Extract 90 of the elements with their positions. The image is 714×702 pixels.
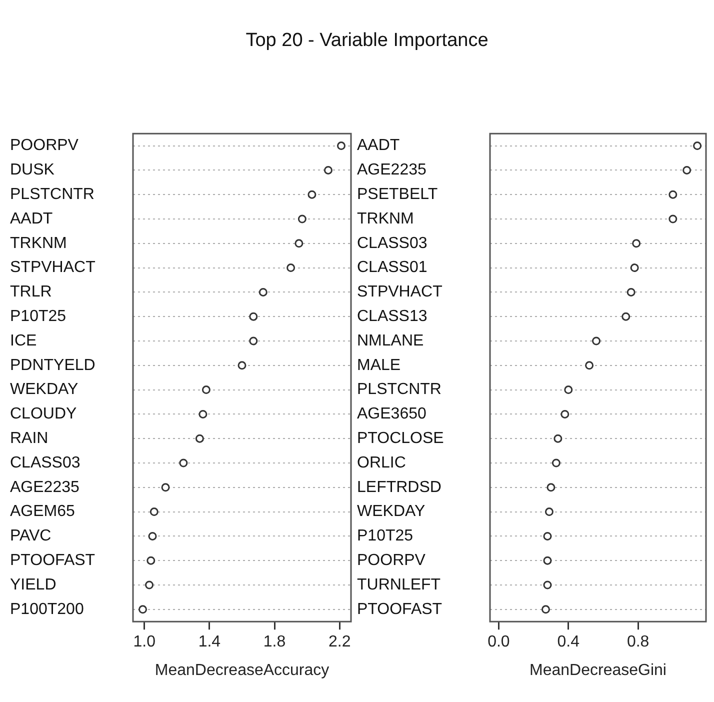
- x-axis-title: MeanDecreaseGini: [530, 662, 666, 679]
- y-tick-label: P10T25: [10, 308, 66, 326]
- y-tick-label: TRLR: [10, 284, 52, 301]
- y-tick-label: PTOOFAST: [357, 600, 442, 618]
- y-tick-label: TRKNM: [357, 210, 414, 228]
- point: [585, 361, 594, 370]
- y-tick-label: POORPV: [10, 137, 79, 154]
- y-tick-label: P100T200: [10, 600, 84, 618]
- y-tick-label: CLASS13: [357, 308, 428, 326]
- y-tick-label: AGE2235: [10, 478, 80, 496]
- y-tick-label: TRKNM: [10, 234, 67, 252]
- point: [138, 605, 148, 614]
- y-tick-label: PTOCLOSE: [357, 430, 444, 448]
- y-tick-label: CLASS03: [10, 454, 80, 472]
- y-tick-label: DUSK: [10, 162, 55, 179]
- y-tick-label: WEKDAY: [10, 381, 78, 398]
- y-tick-label: TURNLEFT: [357, 576, 441, 594]
- point: [238, 361, 246, 370]
- y-tick-label: PDNTYELD: [10, 356, 96, 374]
- x-tick-label: 1.8: [263, 634, 286, 651]
- y-tick-label: POORPV: [357, 552, 426, 570]
- y-tick-label: PAVC: [10, 528, 52, 545]
- y-tick-label: LEFTRDSD: [357, 478, 442, 496]
- y-tick-label: ICE: [10, 332, 37, 350]
- y-tick-label: PLSTCNTR: [10, 186, 94, 204]
- y-tick-label: CLASS03: [357, 234, 428, 252]
- y-tick-label: NMLANE: [357, 332, 424, 350]
- y-tick-label: YIELD: [10, 576, 56, 594]
- y-tick-label: WEKDAY: [357, 503, 426, 520]
- y-tick-label: AADT: [10, 210, 53, 228]
- point: [249, 312, 258, 321]
- x-tick-label: 2.2: [328, 634, 351, 651]
- point: [554, 434, 562, 443]
- point: [150, 508, 158, 516]
- point: [145, 580, 154, 590]
- point: [146, 556, 156, 565]
- point: [560, 410, 570, 418]
- y-tick-label: P10T25: [357, 528, 414, 545]
- point: [543, 532, 552, 540]
- point: [626, 288, 636, 296]
- point: [298, 214, 306, 224]
- point: [668, 190, 678, 199]
- x-tick-label: 0.8: [626, 634, 650, 651]
- point: [543, 556, 552, 565]
- y-tick-label: CLASS01: [357, 259, 428, 276]
- x-tick-label: 0.0: [488, 634, 510, 651]
- point: [543, 580, 552, 590]
- x-tick-label: 1.4: [198, 634, 221, 651]
- point: [286, 264, 296, 272]
- point: [202, 386, 210, 394]
- y-tick-label: AADT: [357, 137, 400, 154]
- point: [544, 508, 554, 516]
- point: [179, 458, 188, 468]
- y-tick-label: AGEM65: [10, 503, 76, 520]
- point: [552, 458, 560, 468]
- y-tick-label: ORLIC: [357, 454, 406, 472]
- y-tick-label: PTOOFAST: [10, 552, 96, 570]
- point: [161, 483, 170, 492]
- point: [324, 166, 332, 174]
- point: [564, 386, 573, 394]
- point: [632, 239, 641, 248]
- y-tick-label: RAIN: [10, 430, 48, 448]
- y-tick-label: CLOUDY: [10, 406, 78, 423]
- y-tick-label: MALE: [357, 356, 401, 374]
- point: [294, 239, 304, 248]
- point: [682, 166, 692, 174]
- x-tick-label: 1.0: [133, 634, 156, 651]
- point: [622, 312, 630, 321]
- point: [630, 264, 639, 272]
- y-tick-label: STPVHACT: [10, 259, 96, 276]
- x-tick-label: 0.4: [557, 634, 580, 651]
- y-tick-label: AGE2235: [357, 162, 426, 179]
- point: [198, 410, 208, 418]
- y-tick-label: STPVHACT: [357, 284, 443, 301]
- x-axis-title: MeanDecreaseAccuracy: [154, 662, 330, 679]
- point: [336, 142, 346, 150]
- point: [693, 142, 702, 150]
- point: [249, 336, 258, 346]
- point: [668, 214, 678, 224]
- y-tick-label: PLSTCNTR: [357, 381, 442, 398]
- point: [592, 336, 601, 346]
- point: [148, 532, 157, 540]
- point: [308, 190, 316, 199]
- point: [258, 288, 268, 296]
- y-tick-label: AGE3650: [357, 406, 426, 423]
- y-tick-label: PSETBELT: [357, 186, 438, 204]
- point: [541, 605, 550, 614]
- chart-title: Top 20 - Variable Importance: [244, 30, 490, 52]
- point: [195, 434, 204, 443]
- point: [546, 483, 556, 492]
